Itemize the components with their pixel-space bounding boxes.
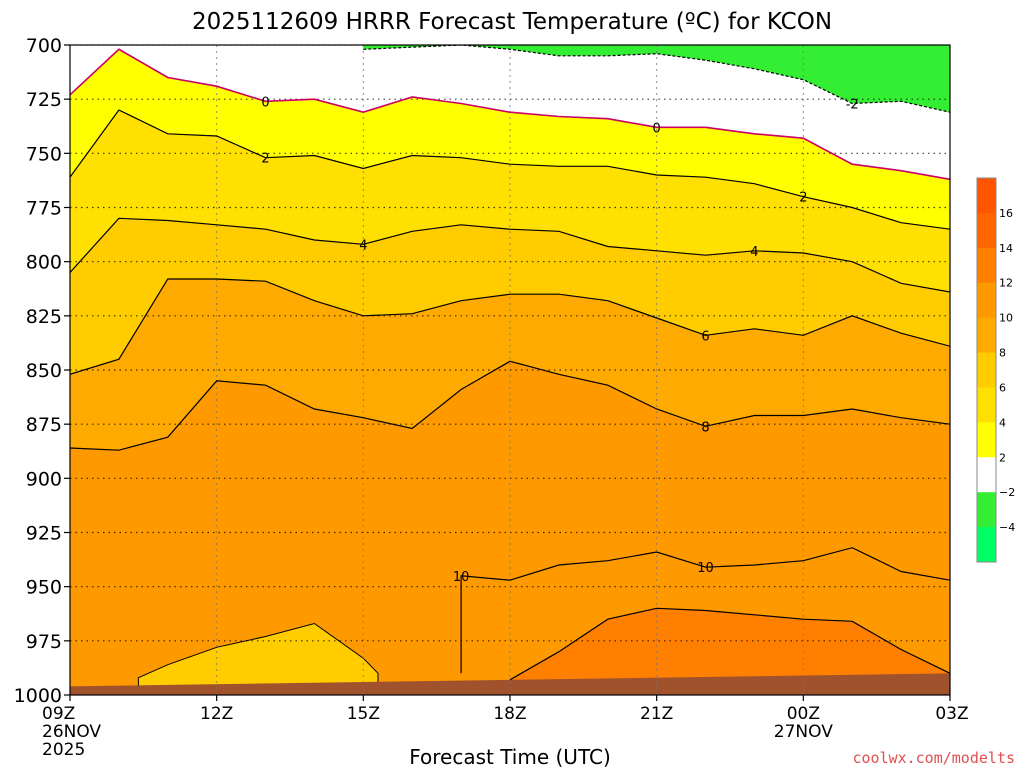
colorbar-label-8: 14: [999, 242, 1013, 255]
colorbar-swatch-10: [977, 178, 996, 214]
colorbar-swatch-8: [977, 247, 996, 284]
grid-lines: [70, 45, 950, 695]
colorbar-swatch-3: [977, 422, 996, 458]
contour-label-10: 10: [453, 570, 470, 585]
contour-line-6: [70, 278, 950, 375]
contour-label--2: -2: [846, 98, 859, 113]
x-tick-label-03Z-1: 03Z: [935, 704, 968, 724]
contour-line-4: [70, 217, 950, 293]
contour-line-8: [70, 360, 950, 451]
y-tick-label-850: 850: [26, 360, 62, 382]
y-axis-ticks: 700 725 750 775 800 825 850 875 900 925 950 975 1000: [14, 35, 70, 707]
y-tick-label-925: 925: [26, 523, 62, 545]
colorbar-label-0: −4: [999, 521, 1015, 534]
contour-line-12: [509, 607, 950, 681]
contour-label-10: 10: [697, 561, 714, 576]
x-tick-label-21Z-1: 21Z: [640, 704, 673, 724]
colorbar-label-4: 6: [999, 381, 1006, 394]
contour-label-8: 8: [701, 420, 709, 435]
contour-line-2: [70, 109, 950, 230]
y-tick-label-725: 725: [26, 89, 62, 111]
freezing-region-fill: [363, 45, 950, 113]
contour-line-0: [70, 48, 950, 181]
colorbar-swatch-6: [977, 317, 996, 354]
y-tick-label-900: 900: [26, 468, 62, 490]
y-tick-label-1000: 1000: [14, 685, 62, 707]
x-tick-label-15Z-1: 15Z: [347, 704, 380, 724]
colorbar-label-3: 4: [999, 416, 1006, 429]
x-tick-label-00Z-1: 00Z: [787, 704, 820, 724]
colorbar-swatch-7: [977, 282, 996, 319]
contour-label-4: 4: [359, 238, 367, 253]
colorbar-frame: [976, 177, 997, 563]
x-tick-label-09Z-3: 2025: [42, 740, 85, 760]
plot-area: 0 0 -2 2 2 4 4 6 8 10 10: [70, 45, 950, 695]
colorbar-label-5: 8: [999, 347, 1006, 360]
x-tick-label-18Z-1: 18Z: [493, 704, 526, 724]
x-tick-label-12Z-1: 12Z: [200, 704, 233, 724]
y-tick-label-825: 825: [26, 306, 62, 328]
y-tick-label-775: 775: [26, 198, 62, 220]
colorbar-swatch-0: [977, 527, 996, 563]
colorbar-swatch-5: [977, 352, 996, 388]
y-tick-label-950: 950: [26, 577, 62, 599]
x-axis-label: Forecast Time (UTC): [409, 745, 611, 768]
colorbar-label-6: 10: [999, 312, 1013, 325]
colorbar-swatch-9: [977, 212, 996, 249]
y-tick-label-750: 750: [26, 143, 62, 165]
contour-label-2: 2: [261, 152, 269, 167]
source-label: coolwx.com/modelts: [852, 749, 1015, 767]
colorbar-label-2: 2: [999, 451, 1006, 464]
colorbar-label-7: 12: [999, 277, 1013, 290]
y-tick-label-800: 800: [26, 252, 62, 274]
y-tick-label-700: 700: [26, 35, 62, 57]
colorbar: −4 −2 2 4 6 8 10 12 14 16: [976, 177, 1015, 563]
ground-below-surface: [70, 673, 950, 695]
contour-labels: 0 0 -2 2 2 4 4 6 8 10 10: [261, 95, 859, 585]
contour-label-6: 6: [701, 329, 709, 344]
x-tick-label-09Z-1: 09Z: [42, 704, 75, 724]
x-tick-label-09Z-2: 26NOV: [42, 722, 101, 742]
colorbar-swatch-2: [977, 457, 996, 493]
colorbar-label-9: 16: [999, 207, 1013, 220]
temperature-fill-bands: [70, 45, 950, 695]
colorbar-swatch-1: [977, 492, 996, 528]
contour-label-2: 2: [799, 191, 807, 206]
contour-label-0: 0: [261, 95, 269, 110]
colorbar-label-1: −2: [999, 486, 1015, 499]
contour-label-0: 0: [653, 121, 661, 136]
y-tick-label-875: 875: [26, 414, 62, 436]
x-tick-label-00Z-2: 27NOV: [774, 722, 833, 742]
contour-lines: [70, 45, 950, 681]
y-tick-label-975: 975: [26, 631, 62, 653]
band-12-to-14: [510, 608, 950, 695]
chart-title: 2025112609 HRRR Forecast Temperature (ºC…: [192, 9, 832, 35]
colorbar-swatch-4: [977, 387, 996, 423]
contour-line-10: [460, 547, 950, 674]
contour-label-4: 4: [750, 245, 758, 260]
contour-line--2: [363, 45, 950, 113]
